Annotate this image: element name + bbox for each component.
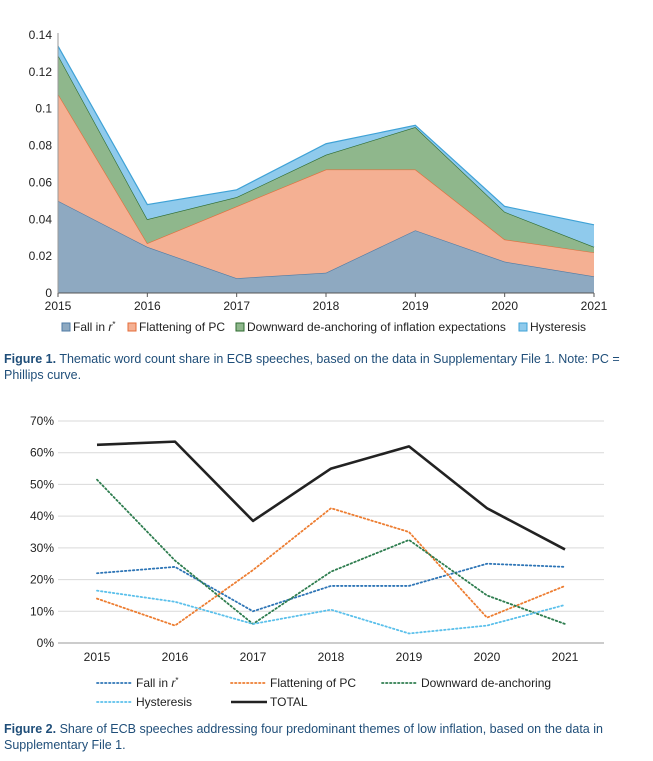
x-tick-label: 2018	[318, 650, 345, 664]
y-tick-label: 20%	[30, 573, 54, 587]
x-tick-label: 2020	[491, 299, 518, 313]
legend-label-downward-de-anchoring-of-inflation-expectations: Downward de-anchoring of inflation expec…	[247, 320, 506, 334]
line-downward-de-anchoring	[96, 478, 566, 625]
x-tick-label: 2017	[240, 650, 267, 664]
x-tick-label: 2021	[552, 650, 579, 664]
y-tick-label: 0.04	[29, 212, 53, 226]
y-tick-label: 0.14	[29, 28, 53, 42]
line-total	[96, 440, 566, 551]
x-tick-label: 2016	[134, 299, 161, 313]
figure-1-caption: Figure 1. Thematic word count share in E…	[4, 352, 620, 382]
area-flattening-of-pc	[58, 93, 594, 279]
y-tick-label: 0.06	[29, 175, 53, 189]
y-tick-label: 0.12	[29, 65, 53, 79]
x-tick-label: 2018	[313, 299, 340, 313]
x-tick-label: 2016	[162, 650, 189, 664]
area-edge-hysteresis	[57, 45, 595, 226]
legend-label-hysteresis: Hysteresis	[530, 320, 586, 334]
legend-swatch-downward-de-anchoring-of-inflation-expectations	[235, 322, 245, 332]
area-fall-in-r	[58, 200, 594, 293]
area-hysteresis	[58, 46, 594, 247]
figure-1-area-chart: 0 0.02 0.04 0.06 0.08 0.1 0.12 0.14 2015 2016 2017…	[29, 28, 608, 334]
legend-swatch-hysteresis	[518, 322, 528, 332]
x-tick-label: 2015	[45, 299, 72, 313]
figure-2-caption: Figure 2. Share of ECB speeches addressi…	[4, 722, 603, 752]
line-flattening-of-pc	[96, 507, 566, 627]
line-fall-in-r	[96, 562, 566, 613]
legend-label-flattening-of-pc: Flattening of PC	[270, 676, 356, 690]
legend-label-total: TOTAL	[270, 695, 308, 709]
line-hysteresis	[96, 589, 566, 635]
legend-label-downward-de-anchoring: Downward de-anchoring	[421, 676, 551, 690]
legend-swatch-flattening-of-pc	[127, 322, 137, 332]
figure-2-line-chart: 0% 10% 20% 30% 40% 50% 60% 70% 2015 2016 2017 2018 2…	[30, 414, 604, 709]
y-tick-label: 60%	[30, 446, 54, 460]
y-tick-label: 0	[45, 286, 52, 300]
area-downward-de-anchoring-of-inflation-expectations	[58, 55, 594, 253]
x-tick-label: 2020	[474, 650, 501, 664]
x-tick-label: 2019	[396, 650, 423, 664]
y-tick-label: 0%	[37, 636, 55, 650]
legend-label-fall-in-r: Fall in r*	[136, 676, 178, 690]
y-tick-label: 0.1	[35, 102, 52, 116]
y-tick-label: 40%	[30, 509, 54, 523]
y-tick-label: 0.02	[29, 249, 53, 263]
x-tick-label: 2021	[581, 299, 608, 313]
y-tick-label: 0.08	[29, 139, 53, 153]
legend-swatch-fall-in-r	[61, 322, 71, 332]
x-tick-label: 2015	[84, 650, 111, 664]
legend-label-hysteresis: Hysteresis	[136, 695, 192, 709]
x-tick-label: 2017	[223, 299, 250, 313]
legend-label-flattening-of-pc: Flattening of PC	[139, 320, 225, 334]
x-tick-label: 2019	[402, 299, 429, 313]
y-tick-label: 70%	[30, 414, 54, 428]
y-tick-label: 30%	[30, 541, 54, 555]
y-tick-label: 50%	[30, 477, 54, 491]
legend-label-fall-in-r: Fall in r*	[73, 320, 115, 334]
y-tick-label: 10%	[30, 604, 54, 618]
